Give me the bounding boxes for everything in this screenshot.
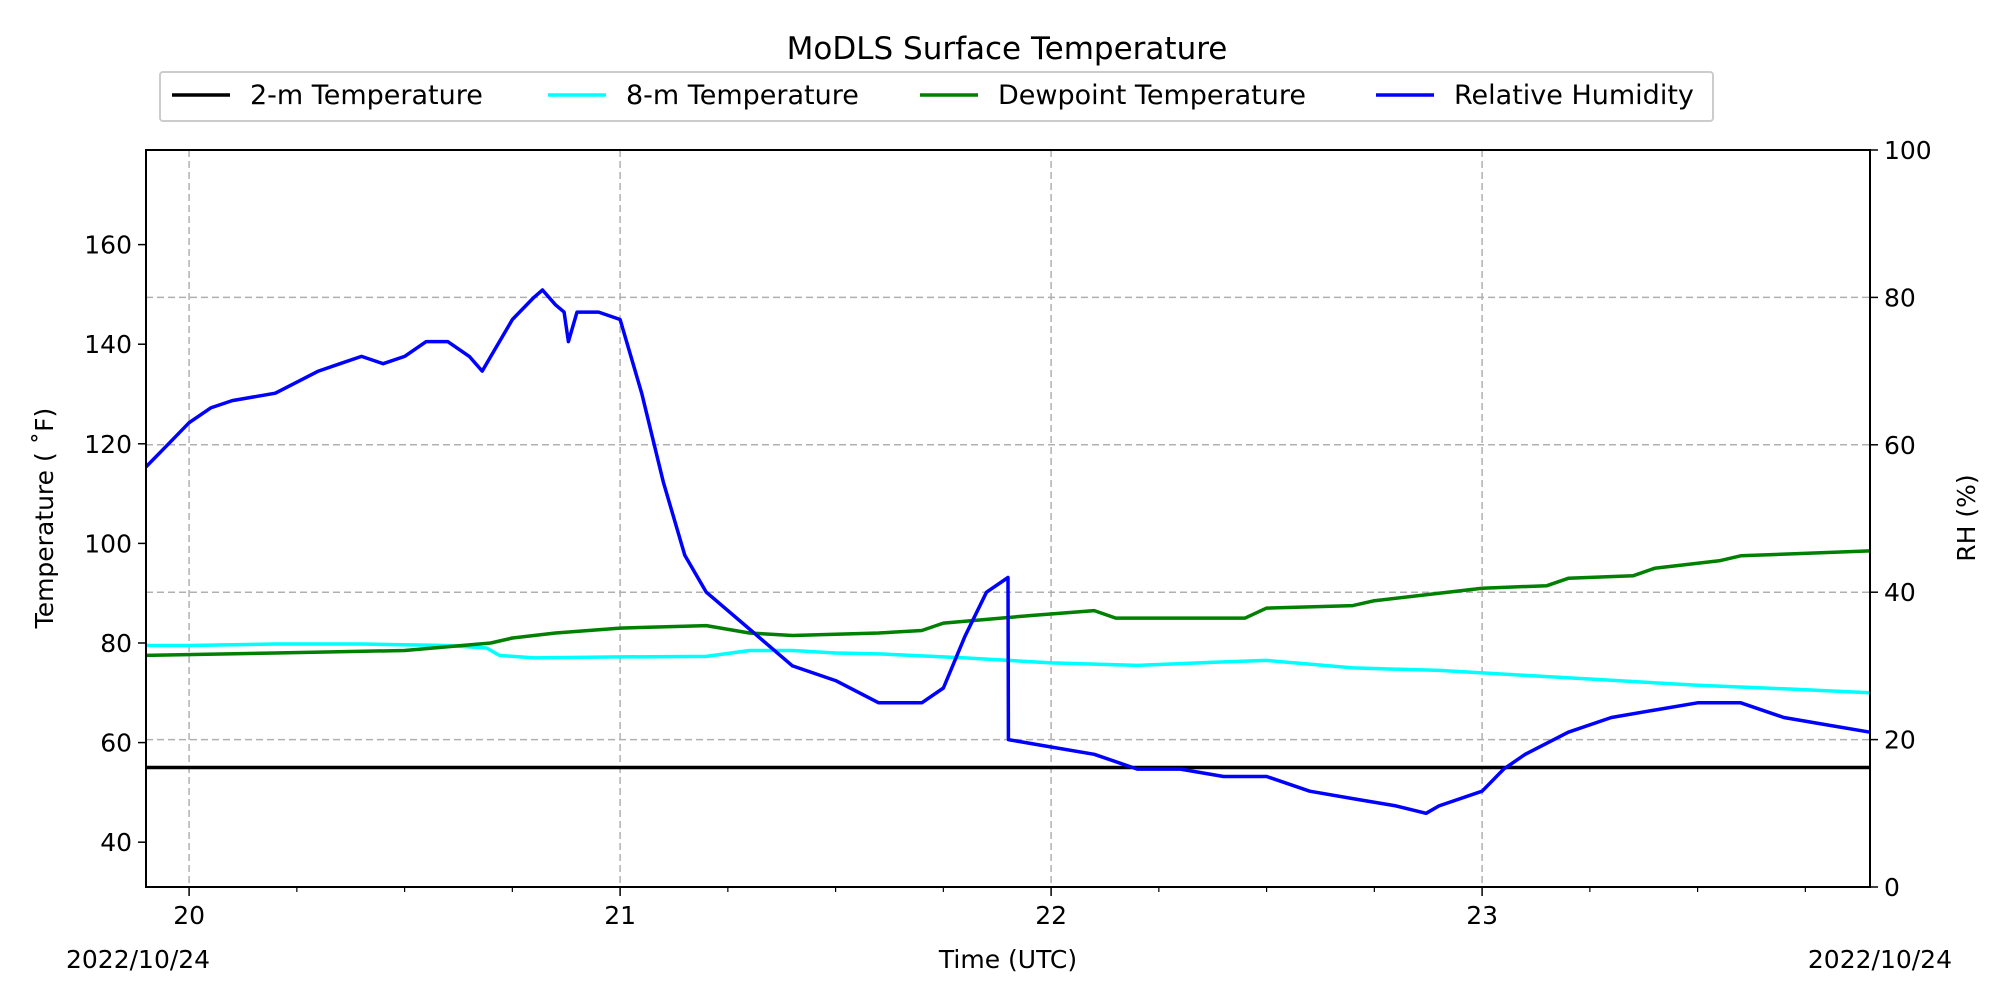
series-line-dewpoint-temperature (145, 549, 1871, 658)
y-right-tick-label: 60 (1884, 431, 1916, 460)
axes: 40 60 80 100 120 140 160 0 20 40 60 80 100 20 21 22 23 (84, 136, 1931, 930)
legend-label-dewpoint: Dewpoint Temperature (998, 80, 1306, 111)
y-left-tick-label: 80 (100, 629, 132, 658)
plot-series (144, 288, 1871, 816)
y-right-tick-label: 0 (1884, 873, 1900, 902)
x-axis-label: Time (UTC) (938, 945, 1077, 974)
x-tick-label: 22 (1035, 901, 1067, 930)
y-left-tick-label: 120 (84, 430, 132, 459)
grid (146, 150, 1870, 887)
y-axis-label-left: Temperature ( ˚F) (30, 408, 59, 630)
legend-label-rh: Relative Humidity (1454, 80, 1694, 111)
legend-label-2m: 2-m Temperature (250, 80, 483, 111)
series-line-relative-humidity (144, 288, 1871, 816)
y-axis-label-right: RH (%) (1952, 474, 1981, 561)
y-left-tick-label: 100 (84, 529, 132, 558)
y-right-tick-label: 40 (1884, 578, 1916, 607)
y-left-tick-label: 60 (100, 729, 132, 758)
x-tick-label: 23 (1466, 901, 1498, 930)
plot-frame (145, 149, 1871, 888)
y-left-tick-label: 160 (84, 231, 132, 260)
chart-title: MoDLS Surface Temperature (787, 31, 1228, 67)
y-right-tick-label: 100 (1884, 136, 1932, 165)
x-tick-label: 21 (604, 901, 636, 930)
left-date-label: 2022/10/24 (66, 945, 210, 974)
y-right-tick-label: 80 (1884, 283, 1916, 312)
legend[interactable]: 2-m Temperature 8-m Temperature Dewpoint… (159, 71, 1714, 122)
x-tick-label: 20 (173, 901, 205, 930)
y-right-tick-label: 20 (1884, 726, 1916, 755)
right-date-label: 2022/10/24 (1808, 945, 1952, 974)
y-left-tick-label: 40 (100, 828, 132, 857)
legend-label-8m: 8-m Temperature (626, 80, 859, 111)
y-left-tick-label: 140 (84, 330, 132, 359)
